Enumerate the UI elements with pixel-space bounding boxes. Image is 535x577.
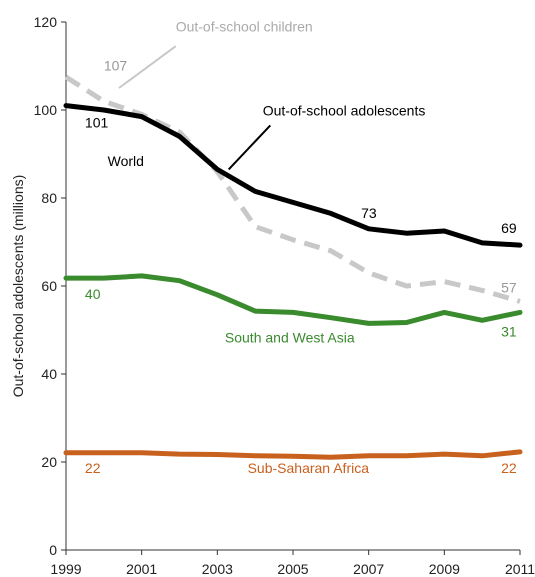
leader-adolescents (227, 124, 272, 171)
leader-children (118, 45, 177, 89)
y-tick-label-40: 40 (41, 366, 57, 382)
y-tick-label-0: 0 (49, 542, 57, 558)
ann-ssa-name: Sub-Saharan Africa (248, 460, 370, 476)
x-tick-label-2003: 2003 (202, 561, 233, 577)
leader-lines (118, 45, 272, 171)
ann-57: 57 (501, 280, 517, 296)
ann-107: 107 (104, 57, 128, 73)
series-line-ssafrica (63, 449, 523, 460)
x-tick-label-2011: 2011 (505, 561, 535, 577)
ann-children-name: Out-of-school children (176, 19, 313, 35)
y-tick-label-120: 120 (34, 14, 58, 30)
x-tick-label-2009: 2009 (429, 561, 460, 577)
y-tick-label-20: 20 (41, 454, 57, 470)
ann-101: 101 (85, 115, 109, 131)
ann-world: World (108, 153, 144, 169)
x-tick-label-2007: 2007 (353, 561, 384, 577)
x-tick-label-2005: 2005 (277, 561, 308, 577)
y-axis-label: Out-of-school adolescents (millions) (10, 175, 26, 398)
x-tick-label-1999: 1999 (50, 561, 81, 577)
ann-69: 69 (501, 220, 517, 236)
series-lines (63, 74, 523, 460)
ann-adolescents-name: Out-of-school adolescents (263, 102, 426, 118)
annotations: Out-of-school children Out-of-school adol… (85, 19, 517, 476)
y-tick-label-60: 60 (41, 278, 57, 294)
ann-31: 31 (501, 324, 517, 340)
x-tick-label-2001: 2001 (126, 561, 157, 577)
ann-40: 40 (85, 286, 101, 302)
axes: 0 20 40 60 80 100 120 1999 2001 2003 2005 2007 2009 2… (10, 14, 535, 577)
y-tick-label-100: 100 (34, 102, 58, 118)
series-line-world (63, 103, 523, 248)
ann-22-left: 22 (85, 460, 101, 476)
series-line-swasia (63, 273, 523, 326)
ann-sw-name: South and West Asia (225, 329, 355, 345)
ann-73: 73 (361, 205, 377, 221)
y-tick-label-80: 80 (41, 190, 57, 206)
ann-22-right: 22 (501, 460, 517, 476)
